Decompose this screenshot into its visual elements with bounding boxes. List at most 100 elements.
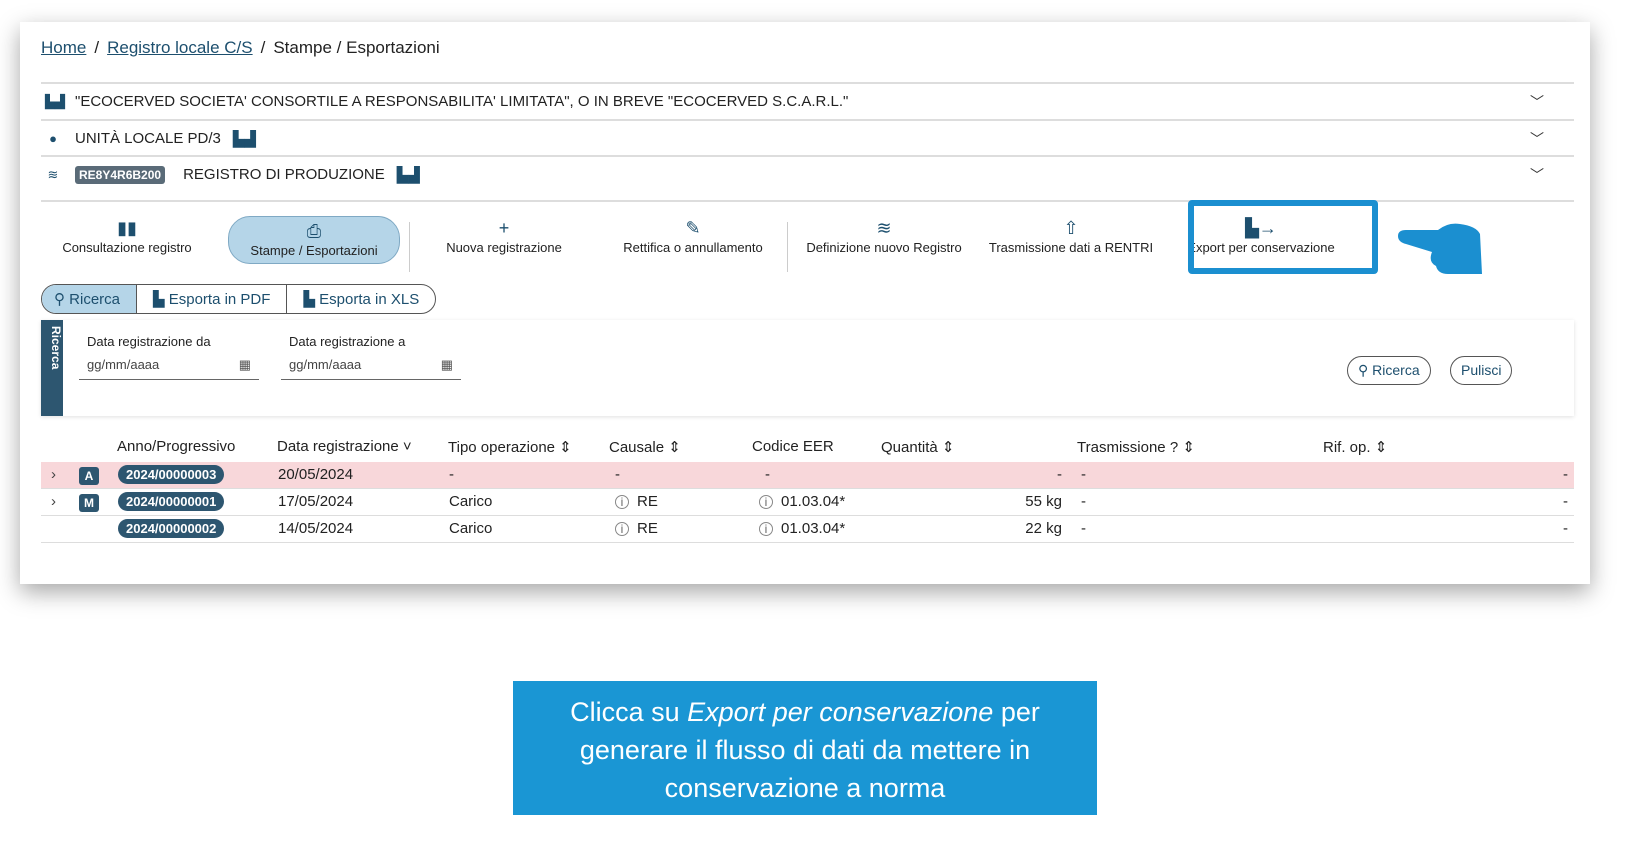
rif-cell: - (1563, 493, 1568, 510)
label: Rettifica o annullamento (623, 240, 763, 255)
label: Trasmissione (1077, 439, 1166, 456)
consultazione-button[interactable]: ▮▮ Consultazione registro (57, 218, 197, 255)
breadcrumb-registro[interactable]: Registro locale C/S (107, 38, 253, 57)
rettifica-button[interactable]: ✎ Rettifica o annullamento (613, 218, 773, 255)
search-button[interactable]: ⚲ Ricerca (1347, 356, 1431, 385)
value: RE (637, 520, 658, 537)
caption-emphasis: Export per conservazione (687, 697, 994, 727)
caption-text: Clicca su (570, 697, 688, 727)
search-icon: ⚲ (54, 291, 70, 308)
toolbar: ▮▮ Consultazione registro ⎙ Stampe / Espor… (41, 200, 1574, 278)
causale-cell: i RE (615, 493, 658, 510)
chevron-down-icon[interactable]: ﹀ (1530, 93, 1544, 110)
file-export-icon: ▙→ (1245, 218, 1277, 238)
label: Data registrazione a (289, 334, 406, 349)
edit-icon: ✎ (685, 218, 701, 238)
pdf-icon: ▙ (153, 291, 169, 308)
label: Trasmissione dati a RENTRI (988, 240, 1154, 255)
col-tipo[interactable]: Tipo operazione ⇕ (448, 439, 572, 456)
info-icon[interactable]: i (615, 495, 629, 509)
label: Ricerca (1372, 362, 1420, 378)
date-from-field[interactable]: Data registrazione da gg/mm/aaaa ▦ (79, 334, 259, 380)
causale-cell: - (615, 466, 620, 483)
col-data[interactable]: Data registrazione ˅ (277, 438, 412, 455)
caption-text: per generare il flusso di dati da metter… (579, 697, 1040, 803)
filter-panel: Ricerca Data registrazione da gg/mm/aaaa ▦… (41, 320, 1574, 416)
label: Esporta in XLS (319, 291, 420, 308)
progressivo-badge[interactable]: 2024/00000003 (118, 465, 225, 484)
type-badge: A (79, 467, 99, 485)
date-to-field[interactable]: Data registrazione a gg/mm/aaaa ▦ (281, 334, 461, 380)
map-pin-icon: ● (49, 131, 57, 146)
definizione-registro-button[interactable]: ≋ Definizione nuovo Registro (799, 218, 969, 255)
op-cell: - (449, 466, 454, 483)
info-icon[interactable]: i (615, 522, 629, 536)
col-trasmissione[interactable]: Trasmissione ? ⇕ (1077, 439, 1195, 456)
divider (787, 222, 788, 272)
printer-icon: ⎙ (306, 221, 322, 241)
col-eer: Codice EER (752, 438, 834, 455)
label: Definizione nuovo Registro (806, 240, 962, 255)
rif-cell: - (1563, 520, 1568, 537)
qty-cell: 22 kg (1025, 520, 1062, 537)
accordion-register[interactable]: ≋ RE8Y4R6B200 REGISTRO DI PRODUZIONE ▙▟ ﹀ (41, 155, 1574, 192)
divider (409, 222, 410, 272)
expand-chevron-icon[interactable]: › (51, 466, 56, 483)
progressivo-badge[interactable]: 2024/00000002 (118, 519, 225, 538)
placeholder: gg/mm/aaaa (289, 357, 362, 372)
chevron-down-icon[interactable]: ﹀ (1530, 130, 1544, 147)
date-to-input[interactable]: gg/mm/aaaa ▦ (281, 357, 461, 380)
table-row[interactable]: › A 2024/00000003 20/05/2024 - - - - - - (41, 462, 1574, 489)
accordion-unit[interactable]: ● UNITÀ LOCALE PD/3 ▙▟ ﹀ (41, 119, 1574, 156)
nuova-registrazione-button[interactable]: + Nuova registrazione (439, 218, 569, 255)
qty-cell: 55 kg (1025, 493, 1062, 510)
label: Stampe / Esportazioni (250, 243, 378, 258)
layers-icon: ≋ (876, 218, 892, 238)
tab-xls[interactable]: ▙ Esporta in XLS (287, 285, 435, 313)
subtab-group: ⚲ Ricerca ▙ Esporta in PDF ▙ Esporta in … (41, 284, 437, 314)
table-row[interactable]: 2024/00000002 14/05/2024 Carico i RE i 01.… (41, 516, 1574, 543)
factory-icon: ▙▟ (232, 130, 256, 148)
accordion-company[interactable]: ▙▟ "ECOCERVED SOCIETA' CONSORTILE A RESPO… (41, 82, 1574, 119)
factory-icon: ▙▟ (396, 166, 420, 184)
value: - (765, 466, 770, 483)
stampe-button[interactable]: ⎙ Stampe / Esportazioni (228, 216, 400, 264)
calendar-icon[interactable]: ▦ (440, 357, 453, 372)
label: Consultazione registro (62, 240, 192, 255)
date-cell: 14/05/2024 (278, 520, 354, 537)
expand-chevron-icon[interactable]: › (51, 493, 56, 510)
breadcrumb-home[interactable]: Home (41, 38, 87, 57)
qty-cell: - (1057, 466, 1062, 483)
date-from-input[interactable]: gg/mm/aaaa ▦ (79, 357, 259, 380)
label: Esporta in PDF (168, 291, 271, 308)
pointing-hand-icon (1398, 223, 1482, 274)
label: Rif. op. (1323, 439, 1371, 456)
value: 01.03.04* (781, 493, 846, 510)
col-anno[interactable]: Anno/Progressivo (117, 438, 236, 455)
tab-ricerca[interactable]: ⚲ Ricerca (42, 285, 138, 313)
instruction-caption: Clicca su Export per conservazione per g… (513, 681, 1097, 815)
breadcrumb-separator: / (260, 38, 266, 57)
eer-cell: i 01.03.04* (759, 520, 845, 537)
trasmissione-button[interactable]: ⇧ Trasmissione dati a RENTRI (985, 218, 1157, 255)
upload-icon: ⇧ (1063, 218, 1079, 238)
calendar-icon[interactable]: ▦ (238, 357, 251, 372)
breadcrumb: Home / Registro locale C/S / Stampe / Esport… (41, 38, 440, 58)
tx-cell: - (1081, 493, 1086, 510)
clear-button[interactable]: Pulisci (1450, 356, 1513, 385)
type-badge: M (79, 494, 99, 512)
label: Tipo operazione (448, 439, 556, 456)
info-icon[interactable]: i (759, 495, 773, 509)
tx-cell: - (1081, 466, 1086, 483)
chevron-down-icon[interactable]: ﹀ (1530, 166, 1544, 183)
col-causale[interactable]: Causale ⇕ (609, 439, 681, 456)
col-rif[interactable]: Rif. op. ⇕ (1323, 439, 1388, 456)
export-conservazione-button[interactable]: ▙→ Export per conservazione (1181, 218, 1341, 255)
app-window: Home / Registro locale C/S / Stampe / Esport… (20, 22, 1590, 584)
col-quantita[interactable]: Quantità ⇕ (881, 439, 955, 456)
info-icon[interactable]: i (759, 522, 773, 536)
tab-pdf[interactable]: ▙ Esporta in PDF (137, 285, 288, 313)
progressivo-badge[interactable]: 2024/00000001 (118, 492, 225, 511)
help-icon: ? (1169, 439, 1179, 456)
